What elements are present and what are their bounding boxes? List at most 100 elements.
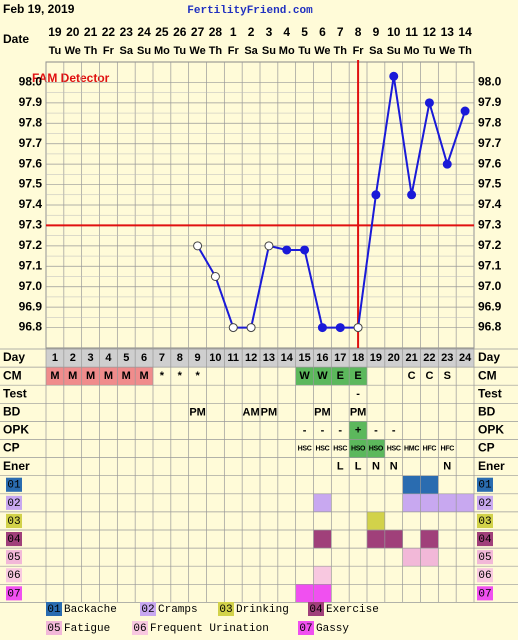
date-label: 23 [120, 25, 134, 39]
row-label-right: Test [478, 386, 502, 400]
symptom-code-bg [477, 550, 493, 565]
weekday-label: Mo [279, 45, 295, 57]
date-label: 20 [66, 25, 80, 39]
date-label: 2 [248, 25, 255, 39]
row-label-right: Day [478, 350, 500, 364]
cell-text: L [337, 461, 344, 473]
cell-text: - [321, 424, 325, 436]
chart-date: Feb 19, 2019 [3, 2, 75, 16]
weekday-label: Th [209, 45, 223, 57]
date-label: 26 [173, 25, 187, 39]
cell-text: * [160, 370, 165, 382]
cell-text: M [104, 370, 113, 382]
temperature-point [317, 323, 327, 333]
legend-swatch [298, 621, 314, 635]
temperature-point [246, 323, 256, 333]
day-number: 5 [123, 352, 129, 364]
symptom-cell [384, 530, 403, 549]
symptom-code: 04 [7, 534, 21, 546]
cell-text: M [68, 370, 77, 382]
y-tick-label-right: 97.0 [478, 279, 502, 293]
cell-text: HSC [298, 445, 312, 452]
y-tick-label-right: 97.7 [478, 136, 502, 150]
date-label: 8 [355, 25, 362, 39]
cell-text: S [444, 370, 451, 382]
temperature-point [210, 272, 220, 281]
symptom-code: 07 [7, 588, 20, 600]
symptom-cell [438, 493, 457, 512]
day-number: 23 [441, 352, 453, 364]
row-label-right: CP [478, 441, 495, 455]
temperature-point [407, 190, 417, 200]
weekday-label: Sa [244, 45, 258, 57]
date-label: 1 [230, 25, 237, 39]
day-number: 24 [459, 352, 472, 364]
temperature-point [353, 323, 363, 333]
symptom-cell [313, 493, 332, 512]
cell-text: HSC [315, 445, 329, 452]
y-tick-label: 97.9 [19, 95, 43, 109]
day-number: 3 [88, 352, 94, 364]
symptom-code: 01 [478, 480, 492, 492]
symptom-code: 05 [7, 552, 20, 564]
weekday-label: We [189, 45, 205, 57]
date-label: 12 [423, 25, 437, 39]
cell-text: HSO [351, 445, 366, 452]
weekday-label: Th [458, 45, 472, 57]
cell-text: M [139, 370, 148, 382]
cell-bg [367, 439, 385, 458]
annotation: FAM Detector [32, 71, 110, 85]
temperature-point [460, 106, 470, 116]
legend-code: 03 [219, 604, 232, 616]
temperature-point [442, 159, 452, 169]
date-label: 6 [319, 25, 326, 39]
date-label: 9 [373, 25, 380, 39]
symptom-code: 03 [478, 516, 491, 528]
date-label: 22 [102, 25, 116, 39]
y-tick-label: 98.0 [19, 75, 43, 89]
cell-text: PM [261, 406, 278, 418]
cell-bg [295, 367, 314, 386]
legend-name: Cramps [158, 604, 198, 616]
cell-bg [117, 367, 136, 386]
symptom-cell [402, 548, 421, 567]
symptom-code-bg [6, 513, 22, 528]
symptom-code: 05 [478, 552, 491, 564]
y-tick-label-right: 97.8 [478, 115, 502, 129]
cell-text: HSC [387, 445, 401, 452]
weekday-label: Mo [404, 45, 420, 57]
symptom-code: 06 [7, 570, 20, 582]
date-label: 28 [209, 25, 223, 39]
cell-text: M [122, 370, 131, 382]
weekday-label: Fr [103, 45, 115, 57]
cell-text: AM [243, 406, 260, 418]
day-number: 14 [281, 352, 294, 364]
temperature-point [264, 241, 274, 251]
cell-text: PM [350, 406, 367, 418]
legend-swatch [46, 602, 62, 616]
y-tick-label-right: 97.5 [478, 177, 502, 191]
symptom-cell [420, 493, 439, 512]
cell-text: W [317, 370, 328, 382]
legend-code: 05 [47, 623, 60, 635]
legend-code: 04 [309, 604, 323, 616]
day-number: 22 [423, 352, 435, 364]
date-label: 27 [191, 25, 205, 39]
y-tick-label: 97.1 [19, 258, 43, 272]
cell-bg [99, 367, 118, 386]
cell-bg [349, 421, 367, 440]
day-number: 9 [195, 352, 201, 364]
symptom-code: 03 [7, 516, 20, 528]
day-number: 16 [316, 352, 328, 364]
symptom-code-bg [6, 495, 22, 510]
y-tick-label: 97.7 [19, 136, 43, 150]
date-label: 13 [441, 25, 455, 39]
legend-name: Backache [64, 604, 117, 616]
day-number: 17 [334, 352, 346, 364]
symptom-cell [313, 530, 332, 549]
symptom-cell [313, 566, 332, 585]
row-label: Ener [3, 459, 30, 473]
y-tick-label-right: 97.3 [478, 218, 502, 232]
y-tick-label-right: 97.6 [478, 156, 502, 170]
y-tick-label-right: 97.1 [478, 258, 502, 272]
